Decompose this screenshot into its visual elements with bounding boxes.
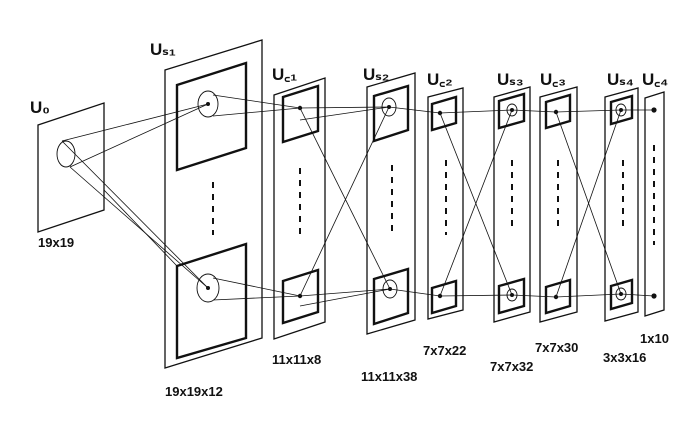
connection-line (299, 106, 390, 109)
us3-label: Uₛ₃ (497, 70, 524, 89)
uc2-size: 7x7x22 (423, 343, 466, 358)
us3-outer-plane (493, 86, 531, 323)
uc2-outer-plane (427, 87, 464, 320)
connection-line (212, 94, 301, 109)
connection-line (299, 107, 391, 290)
us4-label: Uₛ₄ (607, 70, 634, 89)
connection-line (299, 106, 390, 297)
us2-bottom-cell (382, 279, 398, 299)
unit-dot (206, 102, 210, 106)
connection-line (555, 293, 622, 298)
connection-line (299, 288, 391, 307)
unit-dot (297, 293, 303, 299)
unit-dot (553, 109, 559, 115)
uc2-label: U꜀₂ (427, 70, 453, 89)
us3-size: 7x7x32 (490, 359, 533, 374)
u0-size: 19x19 (38, 235, 74, 250)
unit-dot (651, 293, 657, 299)
layer-us4: Uₛ₄ 3x3x16 (603, 70, 646, 365)
connection-line (61, 140, 209, 289)
connection-line (299, 288, 391, 297)
connection-line (439, 109, 513, 297)
connection-line (69, 103, 209, 168)
uc3-size: 7x7x30 (535, 340, 578, 355)
uc2-bottom-map (430, 279, 458, 315)
us1-size: 19x19x12 (165, 384, 223, 399)
connection-line (61, 103, 209, 142)
connection-line (555, 109, 622, 298)
unit-dot (619, 108, 623, 112)
us4-outer-plane (604, 87, 639, 322)
uc1-top-map (281, 84, 320, 144)
us2-size: 11x11x38 (361, 369, 417, 384)
connection-line (511, 294, 557, 298)
connection-line (389, 288, 441, 297)
uc4-outer-plane (644, 91, 665, 317)
connection-line (511, 109, 557, 113)
connection-line (439, 294, 513, 297)
us2-label: Uₛ₂ (363, 65, 389, 84)
layer-us1: Uₛ₁ 19x19x12 (150, 39, 263, 399)
unit-dots (206, 102, 657, 300)
us1-top-cell (197, 90, 219, 118)
layer-us2: Uₛ₂ 11x11x38 (361, 65, 417, 384)
unit-dot (387, 105, 391, 109)
unit-dot (510, 293, 514, 297)
connection-line (388, 106, 441, 114)
unit-dot (437, 293, 443, 299)
unit-dot (388, 287, 392, 291)
connection-line (69, 166, 209, 289)
connection-lines (61, 94, 655, 307)
connection-line (212, 107, 301, 117)
uc2-top-map (430, 95, 458, 132)
layer-uc4: U꜀₄ 1x10 (640, 70, 669, 346)
uc3-label: U꜀₃ (540, 70, 566, 89)
layer-uc1: U꜀₁ 11x11x8 (272, 65, 326, 367)
uc1-label: U꜀₁ (272, 65, 297, 84)
connection-line (103, 189, 178, 267)
uc1-size: 11x11x8 (272, 352, 321, 367)
connection-line (212, 295, 301, 301)
us2-bottom-map (372, 267, 410, 326)
unit-dot (553, 294, 559, 300)
connection-line (439, 109, 513, 114)
us2-top-map (372, 84, 410, 143)
connection-line (299, 106, 390, 121)
unit-dot (437, 110, 443, 116)
layer-u0: U₀ 19x19 (30, 98, 105, 250)
layer-us3: Uₛ₃ 7x7x32 (490, 70, 533, 374)
us1-label: Uₛ₁ (150, 40, 176, 59)
us1-bottom-cell (196, 273, 220, 303)
layer-uc2: U꜀₂ 7x7x22 (423, 70, 466, 358)
unit-dot (206, 286, 210, 290)
us4-size: 3x3x16 (603, 350, 646, 365)
unit-dot (651, 107, 657, 113)
connection-line (620, 293, 655, 297)
unit-dot (510, 108, 514, 112)
connection-line (212, 277, 301, 297)
u0-label: U₀ (30, 98, 50, 117)
unit-dot (619, 292, 623, 296)
uc4-size: 1x10 (640, 331, 669, 346)
uc4-label: U꜀₄ (642, 70, 668, 89)
unit-dot (297, 105, 303, 111)
connection-line (555, 109, 622, 113)
